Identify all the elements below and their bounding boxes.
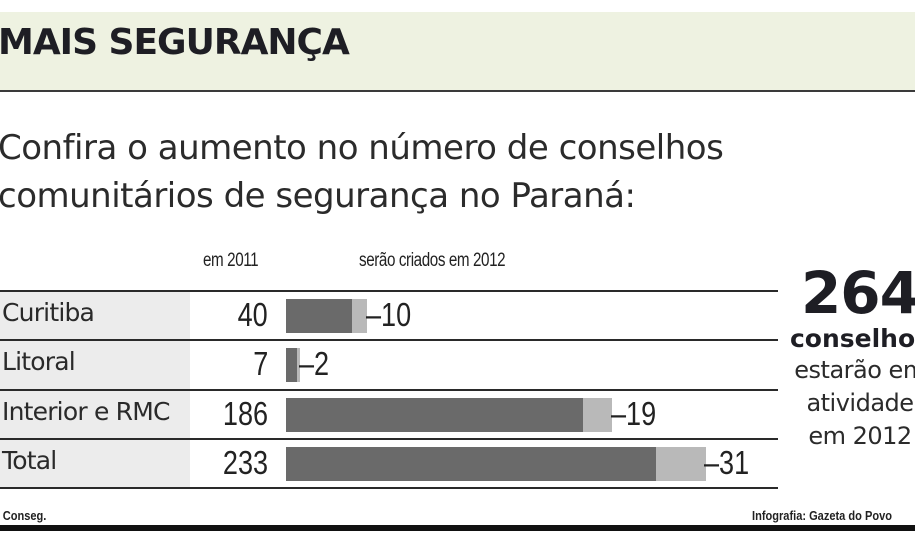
table-rule-bottom	[0, 487, 778, 489]
bar-2011	[286, 398, 583, 432]
table-rule	[0, 389, 778, 391]
row-value-2011: 7	[252, 345, 268, 382]
bar-2012	[352, 299, 367, 333]
header-band	[0, 12, 915, 92]
subtitle-line-2: comunitários de segurança no Paraná:	[0, 176, 636, 216]
bar-2011	[286, 348, 297, 382]
subtitle-line-1: Confira o aumento no número de conselhos	[0, 128, 724, 168]
table-row-total: Total 233 –31	[0, 440, 780, 488]
source-note: : Conseg.	[0, 508, 47, 523]
chart-subtitle: Confira o aumento no número de conselhos…	[0, 124, 724, 220]
bar-2012	[656, 447, 706, 481]
callout-label: conselhos	[789, 324, 915, 353]
bar-2011	[286, 299, 352, 333]
table-rule	[0, 438, 778, 440]
callout-text-2: atividade	[806, 389, 914, 417]
row-label: Interior e RMC	[2, 397, 170, 426]
table-row-litoral: Litoral 7 –2	[0, 341, 780, 389]
bar-2011	[286, 447, 656, 481]
row-label: Total	[2, 446, 57, 475]
table-rule	[0, 339, 778, 341]
infographic-credit: Infografia: Gazeta do Povo	[752, 508, 892, 523]
column-header-2011: em 2011	[203, 250, 259, 271]
callout-text-1: estarão em	[794, 356, 915, 384]
bar-label-2012: –10	[366, 296, 412, 333]
callout-number: 264	[800, 259, 915, 327]
row-label: Litoral	[2, 347, 76, 376]
total-callout: 264 conselhos estarão em atividade em 20…	[770, 262, 915, 453]
table-row-interior-rmc: Interior e RMC 186 –19	[0, 391, 780, 439]
bar-label-2012: –31	[704, 444, 750, 481]
callout-text-3: em 2012	[808, 422, 912, 450]
table-rule-top	[0, 290, 778, 292]
bar-label-2012: –2	[299, 345, 330, 382]
chart-title: MAIS SEGURANÇA	[0, 22, 350, 63]
bar-label-2012: –19	[611, 395, 657, 432]
footer-rule	[0, 525, 915, 531]
row-label: Curitiba	[2, 298, 95, 327]
row-value-2011: 233	[222, 444, 268, 481]
row-value-2011: 40	[237, 296, 268, 333]
bar-2012	[583, 398, 612, 432]
table-row-curitiba: Curitiba 40 –10	[0, 292, 780, 340]
column-header-2012: serão criados em 2012	[359, 250, 506, 271]
row-value-2011: 186	[222, 395, 268, 432]
bar-2012	[297, 348, 300, 382]
